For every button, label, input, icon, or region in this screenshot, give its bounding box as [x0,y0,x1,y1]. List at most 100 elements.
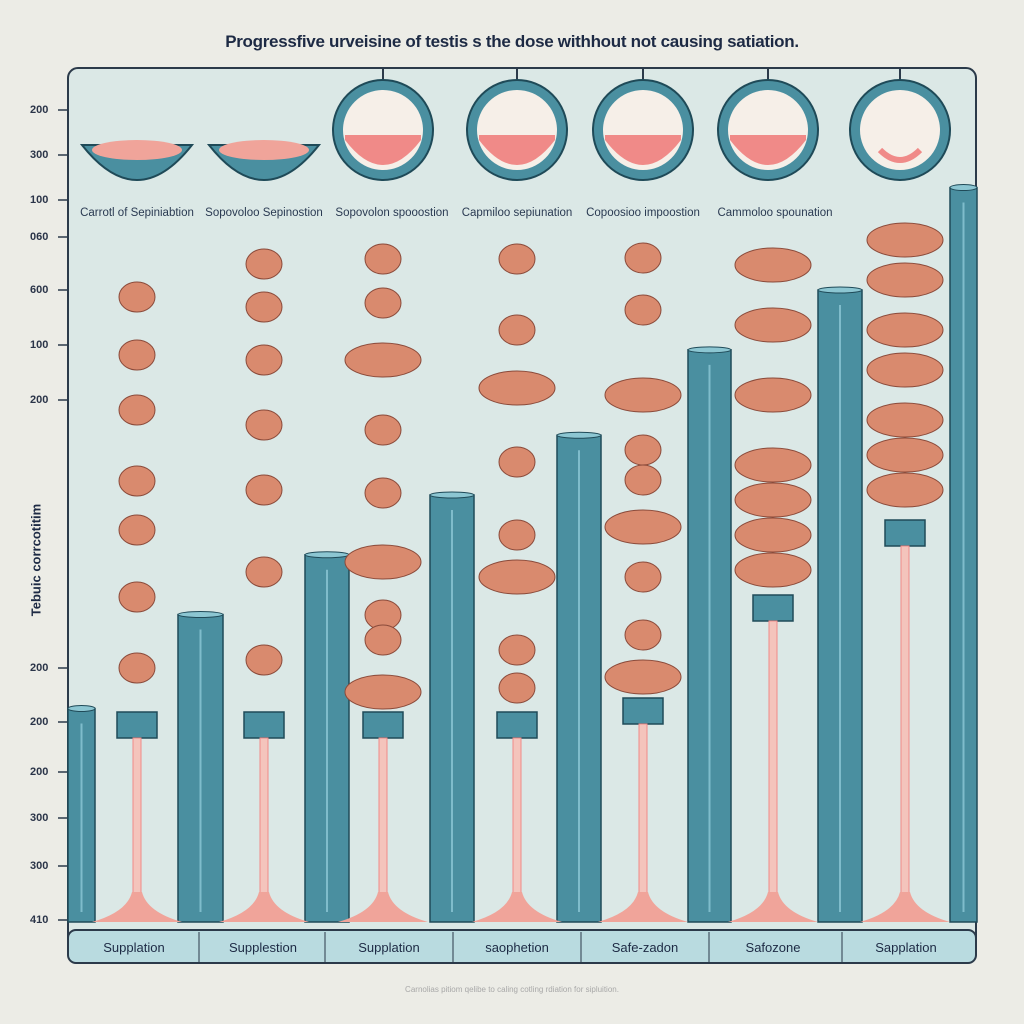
bar-top [177,611,224,619]
droplet [364,287,402,319]
droplet [478,559,556,595]
syringe-base [219,892,309,922]
droplet [734,552,812,588]
syringe-cap [752,594,794,622]
x-category-label: Supplation [358,940,420,955]
syringe-cap [884,519,926,547]
y-tick-label: 200 [30,394,49,406]
syringe-cap [116,711,158,739]
bar-top [67,705,96,712]
droplet [118,514,156,546]
syringe-stem [900,545,910,909]
droplet [364,477,402,509]
droplet [118,581,156,613]
droplet [498,519,536,551]
y-tick-label: 200 [30,662,49,674]
droplet [245,409,283,441]
syringe-stem [378,737,388,909]
syringe-cap [362,711,404,739]
y-tick-label: 060 [30,231,49,243]
y-tick-label: 300 [30,860,49,872]
syringe-stem [512,737,522,909]
syringe-stem [768,620,778,909]
droplet [245,474,283,506]
droplet [624,619,662,651]
droplet [498,634,536,666]
x-category-label: Supplestion [229,940,297,955]
droplet [866,352,944,388]
droplet [478,370,556,406]
droplet [498,243,536,275]
droplet [604,377,682,413]
syringe-base [92,892,182,922]
droplet [118,281,156,313]
bar-top [817,286,863,294]
droplet [866,437,944,473]
droplet [734,447,812,483]
syringe-base [598,892,688,922]
droplet [624,294,662,326]
droplet [624,464,662,496]
droplet [866,262,944,298]
y-tick-label: 200 [30,716,49,728]
footnote: Carnolias pitiom qelibe to caling cotlin… [405,985,619,994]
syringe-base [728,892,818,922]
droplet [624,434,662,466]
droplet [245,291,283,323]
droplet [364,414,402,446]
column-top-label: Sopovolon spooostion [335,207,449,219]
column-top-label: Copoosioo impoostion [586,207,700,219]
gauge-fill [730,135,806,165]
column-top-label: Cammoloo spounation [717,207,833,219]
droplet [118,394,156,426]
y-tick-label: 300 [30,812,49,824]
category-strip [67,929,977,964]
syringe-base [472,892,562,922]
droplet [866,402,944,438]
droplet [118,652,156,684]
gauge-fill [345,135,421,165]
bar-top [949,184,978,192]
bar-top [429,491,475,499]
bowl-content [92,140,182,160]
x-category-label: saophetion [485,940,549,955]
y-tick-label: 300 [30,149,49,161]
droplet [498,314,536,346]
droplet [118,339,156,371]
y-tick-label: 100 [30,194,49,206]
x-category-label: Sapplation [875,940,937,955]
y-tick-label: 100 [30,339,49,351]
droplet [364,624,402,656]
droplet [604,509,682,545]
column-top-label: Carrotl of Sepiniabtion [80,207,194,219]
bar-top [304,551,350,559]
droplet [866,312,944,348]
droplet [344,674,422,710]
droplet [498,672,536,704]
droplet [866,222,944,258]
droplet [734,307,812,343]
droplet [344,342,422,378]
gauge-fill [605,135,681,165]
bowl-content [219,140,309,160]
bar-top [687,346,732,354]
gauge-smile [877,147,923,163]
droplet [344,544,422,580]
syringe-cap [622,697,664,725]
x-category-label: Safozone [745,940,801,955]
y-tick-label: 600 [30,284,49,296]
droplet [866,472,944,508]
y-tick-label: 410 [30,914,49,926]
syringe-base [338,892,428,922]
droplet [245,556,283,588]
droplet [364,243,402,275]
y-axis-label: Tebuic corrcotitim [28,503,44,617]
droplet [245,344,283,376]
y-tick-label: 200 [30,766,49,778]
column-top-label: Sopovoloo Sepinostion [205,207,323,219]
droplet [734,517,812,553]
syringe-stem [638,723,648,909]
droplet [734,482,812,518]
y-tick-label: 200 [30,104,49,116]
